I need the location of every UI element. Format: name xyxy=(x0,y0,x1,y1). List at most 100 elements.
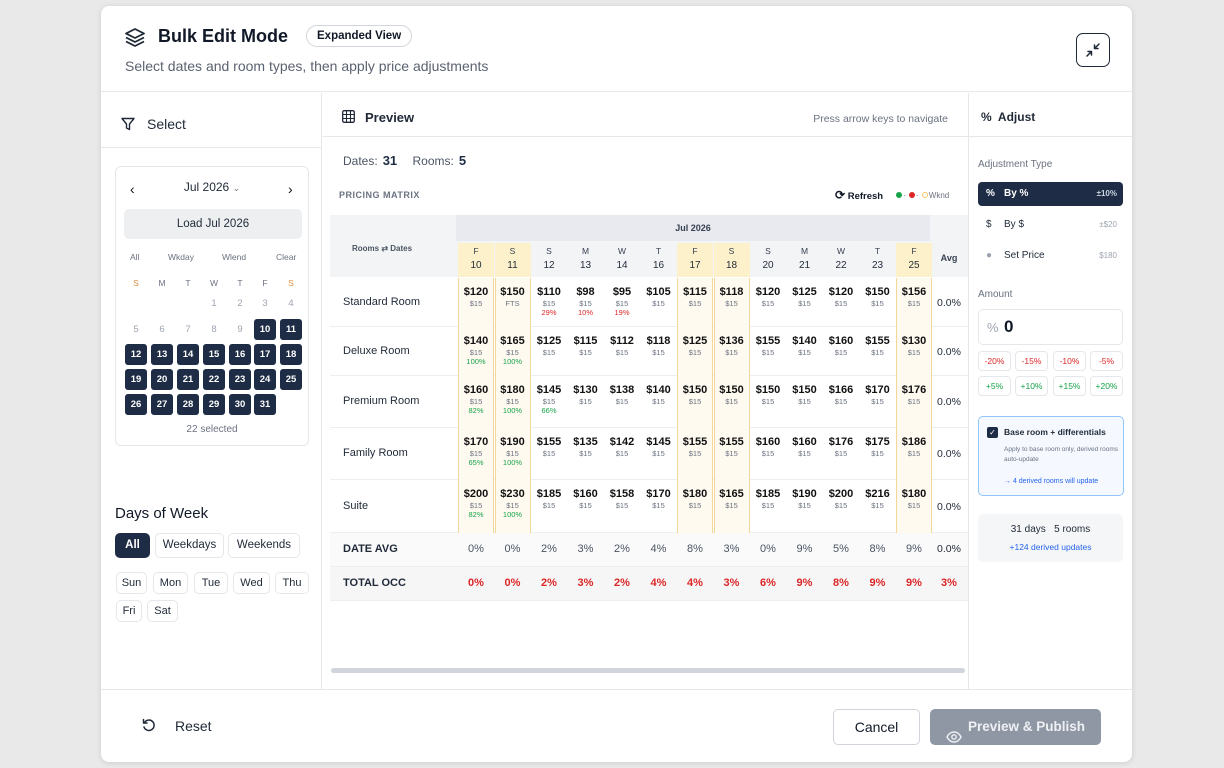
collapse-view-button[interactable] xyxy=(1076,33,1110,67)
price-cell[interactable]: $155 $15 xyxy=(860,327,896,376)
price-cell[interactable]: $160 $15 xyxy=(750,428,786,480)
adjust-by-dollar-option[interactable]: $ By $ ±$20 xyxy=(978,213,1123,237)
price-cell[interactable]: $136 $15 xyxy=(713,327,750,376)
price-cell[interactable]: $185 $15 xyxy=(750,480,786,533)
price-cell[interactable]: $165 $15 100% xyxy=(494,327,531,376)
calendar-day[interactable]: 7 xyxy=(185,324,191,335)
price-cell[interactable]: $112 $15 xyxy=(604,327,640,376)
dow-mode-all[interactable]: All xyxy=(115,533,150,558)
date-column-header[interactable]: W 14 xyxy=(604,243,640,277)
month-selector[interactable]: Jul 2026 ⌄ xyxy=(116,180,308,194)
preset-plus-15[interactable]: +15% xyxy=(1053,376,1086,396)
price-cell[interactable]: $176 $15 xyxy=(896,376,932,428)
calendar-day[interactable]: 1 xyxy=(211,298,217,309)
price-cell[interactable]: $160 $15 xyxy=(568,480,604,533)
date-column-header[interactable]: T 16 xyxy=(641,243,677,277)
price-cell[interactable]: $155 $15 xyxy=(713,428,750,480)
date-column-header[interactable]: F 25 xyxy=(896,243,932,277)
calendar-day[interactable]: 21 xyxy=(177,369,199,390)
calendar-day[interactable]: 3 xyxy=(262,298,268,309)
calendar-day[interactable]: 13 xyxy=(151,344,173,365)
calendar-day[interactable]: 17 xyxy=(254,344,276,365)
price-cell[interactable]: $160 $15 xyxy=(823,327,859,376)
date-column-header[interactable]: T 23 xyxy=(860,243,896,277)
prev-month-button[interactable]: ‹ xyxy=(130,181,135,197)
price-cell[interactable]: $142 $15 xyxy=(604,428,640,480)
calendar-day[interactable]: 26 xyxy=(125,394,147,415)
price-cell[interactable]: $150 FTS xyxy=(494,278,531,327)
price-cell[interactable]: $165 $15 xyxy=(713,480,750,533)
calendar-day[interactable]: 10 xyxy=(254,319,276,340)
preset-plus-20[interactable]: +20% xyxy=(1090,376,1123,396)
price-cell[interactable]: $160 $15 xyxy=(787,428,823,480)
price-cell[interactable]: $125 $15 xyxy=(787,278,823,327)
quick-select-all[interactable]: All xyxy=(130,252,140,262)
price-cell[interactable]: $156 $15 xyxy=(896,278,932,327)
price-cell[interactable]: $150 $15 xyxy=(787,376,823,428)
adjust-by-percent-option[interactable]: % By % ±10% xyxy=(978,182,1123,206)
day-chip-tue[interactable]: Tue xyxy=(194,572,228,594)
date-column-header[interactable]: S 12 xyxy=(531,243,567,277)
day-chip-wed[interactable]: Wed xyxy=(233,572,270,594)
date-column-header[interactable]: S 11 xyxy=(494,243,531,277)
next-month-button[interactable]: › xyxy=(288,181,293,197)
price-cell[interactable]: $140 $15 100% xyxy=(458,327,494,376)
date-column-header[interactable]: F 17 xyxy=(677,243,713,277)
price-cell[interactable]: $176 $15 xyxy=(823,428,859,480)
price-cell[interactable]: $110 $15 29% xyxy=(531,278,567,327)
date-column-header[interactable]: M 13 xyxy=(568,243,604,277)
calendar-day[interactable]: 30 xyxy=(229,394,251,415)
base-room-option[interactable]: ✓ Base room + differentials Apply to bas… xyxy=(978,416,1124,496)
calendar-day[interactable]: 29 xyxy=(203,394,225,415)
checkbox-checked-icon[interactable]: ✓ xyxy=(987,427,998,438)
refresh-button[interactable]: ⟳ Refresh xyxy=(835,188,883,202)
price-cell[interactable]: $130 $15 xyxy=(896,327,932,376)
calendar-day[interactable]: 14 xyxy=(177,344,199,365)
date-column-header[interactable]: M 21 xyxy=(787,243,823,277)
amount-input[interactable]: % 0 xyxy=(978,309,1123,345)
price-cell[interactable]: $190 $15 xyxy=(787,480,823,533)
preset-plus-5[interactable]: +5% xyxy=(978,376,1011,396)
price-cell[interactable]: $145 $15 xyxy=(641,428,677,480)
calendar-day[interactable]: 22 xyxy=(203,369,225,390)
date-column-header[interactable]: S 18 xyxy=(713,243,750,277)
preset-plus-10[interactable]: +10% xyxy=(1015,376,1048,396)
preset-minus-5[interactable]: -5% xyxy=(1090,351,1123,371)
price-cell[interactable]: $118 $15 xyxy=(641,327,677,376)
price-cell[interactable]: $150 $15 xyxy=(750,376,786,428)
price-cell[interactable]: $150 $15 xyxy=(713,376,750,428)
price-cell[interactable]: $230 $15 100% xyxy=(494,480,531,533)
price-cell[interactable]: $150 $15 xyxy=(860,278,896,327)
calendar-day[interactable]: 8 xyxy=(211,324,217,335)
calendar-day[interactable]: 16 xyxy=(229,344,251,365)
horizontal-scrollbar[interactable] xyxy=(331,668,965,673)
price-cell[interactable]: $200 $15 82% xyxy=(458,480,494,533)
price-cell[interactable]: $125 $15 xyxy=(677,327,713,376)
price-cell[interactable]: $145 $15 66% xyxy=(531,376,567,428)
price-cell[interactable]: $118 $15 xyxy=(713,278,750,327)
preset-minus-15[interactable]: -15% xyxy=(1015,351,1048,371)
price-cell[interactable]: $120 $15 xyxy=(458,278,494,327)
cancel-button[interactable]: Cancel xyxy=(833,709,920,745)
day-chip-mon[interactable]: Mon xyxy=(153,572,188,594)
calendar-day[interactable]: 24 xyxy=(254,369,276,390)
price-cell[interactable]: $170 $15 xyxy=(641,480,677,533)
price-cell[interactable]: $158 $15 xyxy=(604,480,640,533)
price-cell[interactable]: $175 $15 xyxy=(860,428,896,480)
price-cell[interactable]: $98 $15 10% xyxy=(568,278,604,327)
day-chip-sun[interactable]: Sun xyxy=(116,572,147,594)
price-cell[interactable]: $140 $15 xyxy=(787,327,823,376)
price-cell[interactable]: $216 $15 xyxy=(860,480,896,533)
date-column-header[interactable]: S 20 xyxy=(750,243,786,277)
quick-select-weekdays[interactable]: Wkday xyxy=(168,252,194,262)
calendar-day[interactable]: 9 xyxy=(237,324,243,335)
price-cell[interactable]: $105 $15 xyxy=(641,278,677,327)
price-cell[interactable]: $150 $15 xyxy=(677,376,713,428)
price-cell[interactable]: $155 $15 xyxy=(750,327,786,376)
price-cell[interactable]: $115 $15 xyxy=(568,327,604,376)
price-cell[interactable]: $166 $15 xyxy=(823,376,859,428)
price-cell[interactable]: $155 $15 xyxy=(531,428,567,480)
preview-publish-button[interactable]: Preview & Publish xyxy=(930,709,1101,745)
price-cell[interactable]: $155 $15 xyxy=(677,428,713,480)
preset-minus-20[interactable]: -20% xyxy=(978,351,1011,371)
